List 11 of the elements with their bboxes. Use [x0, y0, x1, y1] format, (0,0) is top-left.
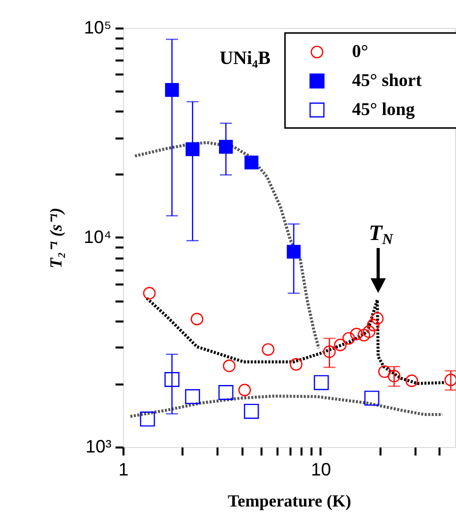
annotation: UNi₄B	[219, 48, 271, 69]
x-axis-title: Temperature (K)	[228, 492, 352, 510]
x-tick-label: 10	[310, 460, 331, 480]
y-tick-label: 10⁵	[84, 18, 112, 38]
x-tick-label: 1	[118, 460, 129, 480]
y-tick-label: 10³	[85, 436, 112, 456]
legend-label: 0°	[352, 41, 368, 61]
y-axis-title: T₂⁻¹ (s⁻¹)	[46, 208, 66, 268]
y-tick-label: 10⁴	[84, 227, 112, 247]
legend-label: 45° short	[352, 70, 422, 90]
legend-label: 45° long	[352, 99, 415, 119]
